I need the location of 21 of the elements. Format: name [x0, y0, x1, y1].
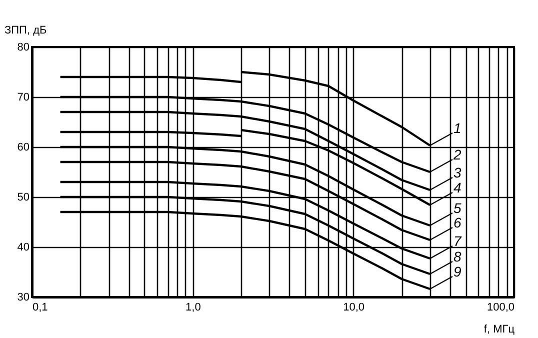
- legend-label: 3: [453, 164, 462, 180]
- x-tick-label: 0,1: [32, 302, 48, 314]
- series-label: 2: [452, 146, 462, 162]
- legend-label: 9: [453, 264, 462, 280]
- legend-label: 8: [453, 248, 462, 264]
- y-tick-label: 40: [17, 242, 30, 254]
- x-tick-label: 1,0: [186, 302, 201, 314]
- x-tick-label: 10,0: [343, 302, 365, 314]
- x-axis-title: f, МГц: [484, 324, 516, 336]
- legend-label: 4: [453, 180, 462, 196]
- legend-label: 7: [453, 233, 462, 249]
- legend-label: 5: [453, 200, 462, 216]
- y-tick-label: 80: [17, 42, 30, 54]
- y-axis-title: ЗПП, дБ: [4, 24, 47, 36]
- x-tick-label: 100,0: [486, 302, 514, 314]
- series-label: 1: [453, 120, 462, 136]
- legend-label: 6: [453, 214, 462, 230]
- y-tick-label: 70: [17, 92, 30, 104]
- y-tick-label: 30: [17, 292, 30, 304]
- y-tick-label: 60: [17, 142, 30, 154]
- y-tick-label: 50: [17, 192, 30, 204]
